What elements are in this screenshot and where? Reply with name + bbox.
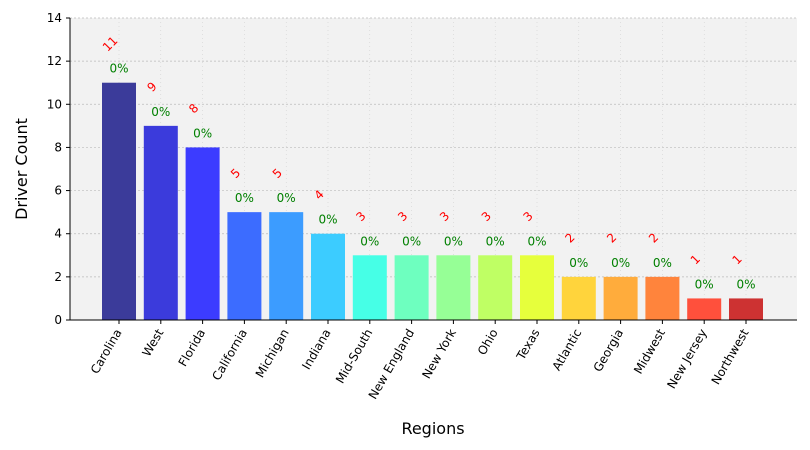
x-tick-label: Atlantic bbox=[549, 327, 584, 374]
x-tick-label: West bbox=[140, 326, 167, 359]
percent-label: 0% bbox=[318, 213, 337, 227]
bar-labels: 0%110%90%80%50%50%40%30%30%30%30%30%20%2… bbox=[100, 34, 756, 292]
x-tick-label: Michigan bbox=[253, 327, 292, 381]
percent-label: 0% bbox=[527, 234, 546, 248]
x-tick-label: Georgia bbox=[591, 327, 627, 375]
plot-area bbox=[70, 18, 797, 320]
bars bbox=[102, 82, 763, 320]
percent-label: 0% bbox=[235, 191, 254, 205]
x-tick-label: Texas bbox=[513, 327, 542, 364]
x-axis-title: Regions bbox=[401, 419, 464, 438]
percent-label: 0% bbox=[653, 256, 672, 270]
bar-northwest bbox=[729, 298, 763, 320]
percent-label: 0% bbox=[611, 256, 630, 270]
y-tick-label: 14 bbox=[47, 11, 62, 25]
x-tick-label: Carolina bbox=[88, 327, 125, 377]
x-tick-label: Indiana bbox=[299, 327, 333, 372]
percent-label: 0% bbox=[109, 62, 128, 76]
bar-florida bbox=[185, 147, 220, 320]
percent-label: 0% bbox=[277, 191, 296, 205]
bar-new-england bbox=[394, 255, 429, 320]
percent-label: 0% bbox=[736, 277, 755, 291]
x-tick-label: Mid-South bbox=[333, 327, 375, 386]
x-tick-label: New England bbox=[366, 327, 417, 402]
bar-michigan bbox=[269, 212, 304, 320]
bar-mid-south bbox=[352, 255, 387, 320]
bar-indiana bbox=[311, 233, 345, 320]
y-tick-label: 6 bbox=[54, 184, 62, 198]
y-tick-label: 2 bbox=[54, 270, 62, 284]
bar-california bbox=[227, 212, 262, 320]
y-tick-label: 4 bbox=[54, 227, 62, 241]
y-tick-label: 0 bbox=[54, 313, 62, 327]
bar-midwest bbox=[645, 276, 680, 320]
bar-carolina bbox=[102, 82, 136, 320]
x-tick-label: New York bbox=[419, 326, 459, 381]
x-tick-label: California bbox=[209, 327, 250, 383]
percent-label: 0% bbox=[444, 234, 463, 248]
y-tick-label: 12 bbox=[47, 54, 62, 68]
bar-texas bbox=[520, 255, 554, 320]
x-tick-label: Northwest bbox=[709, 326, 752, 387]
percent-label: 0% bbox=[695, 277, 714, 291]
x-tick-label: Midwest bbox=[631, 326, 668, 376]
percent-label: 0% bbox=[151, 105, 170, 119]
bar-ohio bbox=[478, 255, 513, 320]
percent-label: 0% bbox=[402, 234, 421, 248]
bar-georgia bbox=[603, 276, 638, 320]
y-axis-ticks: 0 2 4 6 8 10 12 14 bbox=[47, 11, 70, 327]
y-axis-title: Driver Count bbox=[12, 118, 31, 220]
x-tick-label: Ohio bbox=[475, 327, 501, 358]
bar-west bbox=[143, 125, 178, 320]
percent-label: 0% bbox=[486, 234, 505, 248]
bar-new-york bbox=[436, 255, 471, 320]
bar-new-jersey bbox=[687, 298, 722, 320]
y-tick-label: 8 bbox=[54, 140, 62, 154]
x-tick-label: New Jersey bbox=[664, 327, 709, 392]
percent-label: 0% bbox=[360, 234, 379, 248]
percent-label: 0% bbox=[193, 126, 212, 140]
percent-label: 0% bbox=[569, 256, 588, 270]
x-axis-ticks: Carolina West Florida California Michigan Ind… bbox=[88, 320, 752, 402]
x-tick-label: Florida bbox=[176, 327, 209, 369]
bar-atlantic bbox=[561, 276, 596, 320]
y-tick-label: 10 bbox=[47, 97, 62, 111]
